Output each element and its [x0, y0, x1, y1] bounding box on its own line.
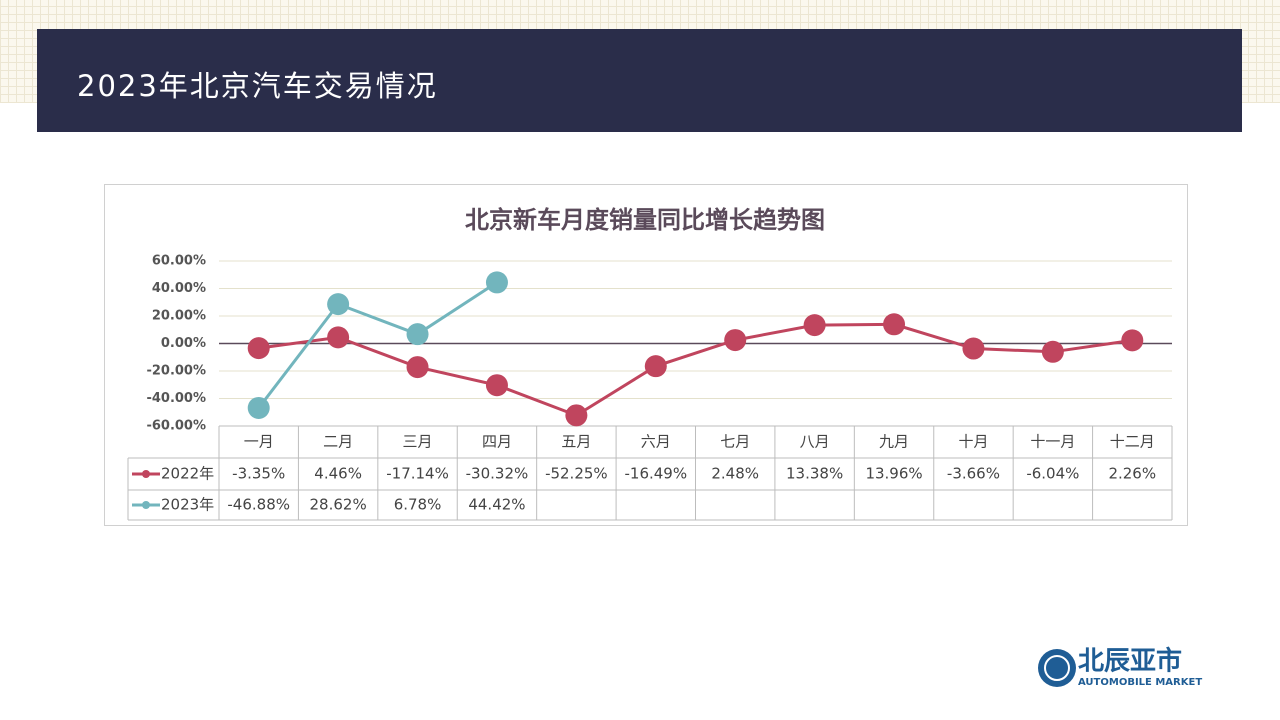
legend-label: 2022年	[161, 465, 214, 483]
marker	[644, 355, 667, 378]
series-line	[258, 322, 1133, 418]
table-value: -6.04%	[1026, 465, 1079, 483]
marker	[485, 271, 508, 294]
table-value: -16.49%	[624, 465, 687, 483]
x-tick-label: 十二月	[1110, 433, 1155, 451]
marker	[883, 313, 906, 336]
chart-frame	[104, 184, 1188, 526]
x-tick-label: 五月	[561, 433, 591, 451]
legend-label: 2023年	[161, 496, 214, 514]
y-tick-label: -40.00%	[146, 391, 206, 406]
marker	[485, 374, 508, 397]
legend-marker	[142, 470, 150, 478]
marker	[724, 329, 747, 352]
y-tick-label: 40.00%	[152, 281, 206, 296]
x-tick-label: 七月	[720, 433, 750, 451]
logo-subtitle: AUTOMOBILE MARKET	[1078, 677, 1202, 688]
table-value: -30.32%	[466, 465, 529, 483]
marker	[1121, 329, 1144, 352]
logo-name: 北辰亚市	[1078, 646, 1182, 677]
marker	[803, 314, 826, 337]
marker	[565, 404, 588, 427]
marker	[406, 323, 429, 346]
table-value: -46.88%	[227, 496, 290, 514]
table-value: 13.38%	[786, 465, 843, 483]
logo-icon	[1038, 649, 1076, 687]
marker	[327, 326, 350, 349]
x-tick-label: 十一月	[1030, 433, 1075, 451]
table-value: 2.48%	[711, 465, 759, 483]
header-title: 2023年北京汽车交易情况	[77, 69, 438, 103]
table-value: 2.26%	[1108, 465, 1156, 483]
x-tick-label: 三月	[403, 433, 433, 451]
table-value: 4.46%	[314, 465, 362, 483]
y-tick-label: 20.00%	[152, 309, 206, 324]
x-tick-label: 一月	[244, 433, 274, 451]
marker	[406, 356, 429, 379]
x-tick-label: 十月	[958, 433, 988, 451]
series-line	[257, 281, 498, 409]
table-value: 6.78%	[394, 496, 442, 514]
table-value: -52.25%	[545, 465, 608, 483]
marker	[327, 293, 350, 316]
table-value: -3.66%	[947, 465, 1000, 483]
table-value: 44.42%	[468, 496, 525, 514]
x-tick-label: 四月	[482, 433, 512, 451]
x-tick-label: 九月	[879, 433, 909, 451]
logo: 北辰亚市 AUTOMOBILE MARKET	[1038, 646, 1202, 688]
table-value: 28.62%	[310, 496, 367, 514]
logo-icon-ring	[1044, 655, 1070, 681]
y-tick-label: 60.00%	[152, 254, 206, 269]
table-value: -3.35%	[232, 465, 285, 483]
header-bar: 2023年北京汽车交易情况	[37, 29, 1242, 132]
marker	[247, 396, 270, 419]
x-tick-label: 二月	[323, 433, 353, 451]
table-value: 13.96%	[865, 465, 922, 483]
y-tick-label: 0.00%	[161, 336, 206, 351]
marker	[247, 337, 270, 360]
y-tick-label: -60.00%	[146, 419, 206, 434]
marker	[962, 337, 985, 360]
x-tick-label: 六月	[641, 433, 671, 451]
y-tick-label: -20.00%	[146, 364, 206, 379]
table-value: -17.14%	[386, 465, 449, 483]
x-tick-label: 八月	[800, 433, 830, 451]
marker	[1041, 340, 1064, 363]
chart-title: 北京新车月度销量同比增长趋势图	[465, 206, 825, 234]
legend-marker	[142, 501, 150, 509]
